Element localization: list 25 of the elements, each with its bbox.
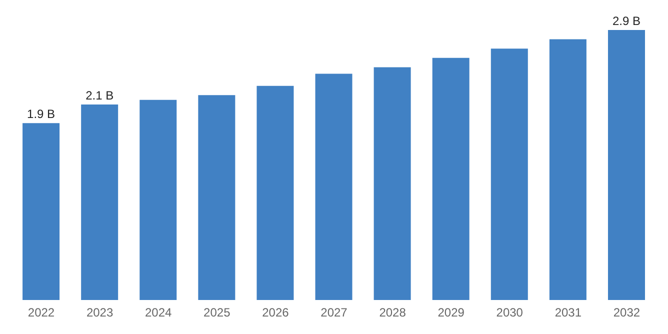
- x-tick-label: 2022: [28, 306, 55, 320]
- bar: [608, 30, 645, 300]
- x-tick-label: 2023: [86, 306, 114, 320]
- data-label: 2.1 B: [86, 88, 114, 102]
- x-tick-label: 2024: [145, 306, 172, 320]
- bar: [490, 48, 528, 300]
- bar: [81, 104, 118, 300]
- x-tick-label: 2029: [438, 306, 465, 320]
- bar: [22, 123, 60, 300]
- bar: [315, 74, 352, 300]
- x-tick-label: 2028: [379, 306, 406, 320]
- bar: [140, 100, 177, 300]
- bar: [374, 67, 411, 300]
- bar: [549, 39, 586, 300]
- x-tick-label: 2027: [320, 306, 348, 320]
- bar: [198, 95, 236, 300]
- x-tick-label: 2026: [262, 306, 290, 320]
- x-tick-label: 2025: [204, 306, 231, 320]
- bar: [432, 58, 470, 300]
- x-tick-label: 2031: [554, 306, 582, 320]
- x-tick-label: 2032: [613, 306, 640, 320]
- data-label: 1.9 B: [27, 107, 56, 122]
- x-tick-label: 2030: [496, 306, 524, 320]
- bar: [256, 86, 294, 300]
- data-label: 2.9 B: [612, 14, 641, 28]
